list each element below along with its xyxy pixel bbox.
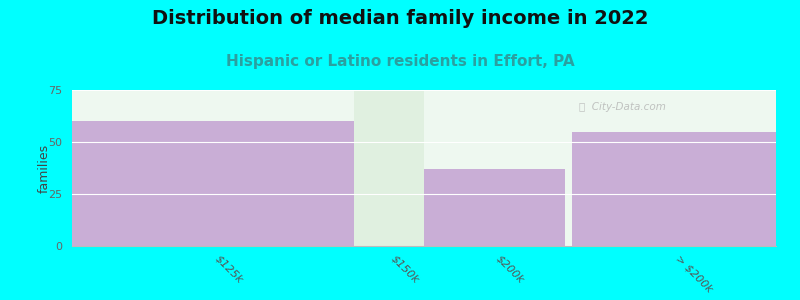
Y-axis label: families: families bbox=[38, 143, 50, 193]
Bar bbox=[354, 90, 424, 246]
Bar bbox=[424, 169, 565, 246]
Bar bbox=[572, 132, 776, 246]
Text: ⓘ  City-Data.com: ⓘ City-Data.com bbox=[579, 103, 666, 112]
Text: Distribution of median family income in 2022: Distribution of median family income in … bbox=[152, 9, 648, 28]
Text: Hispanic or Latino residents in Effort, PA: Hispanic or Latino residents in Effort, … bbox=[226, 54, 574, 69]
Bar bbox=[72, 121, 354, 246]
Bar bbox=[354, 90, 424, 246]
